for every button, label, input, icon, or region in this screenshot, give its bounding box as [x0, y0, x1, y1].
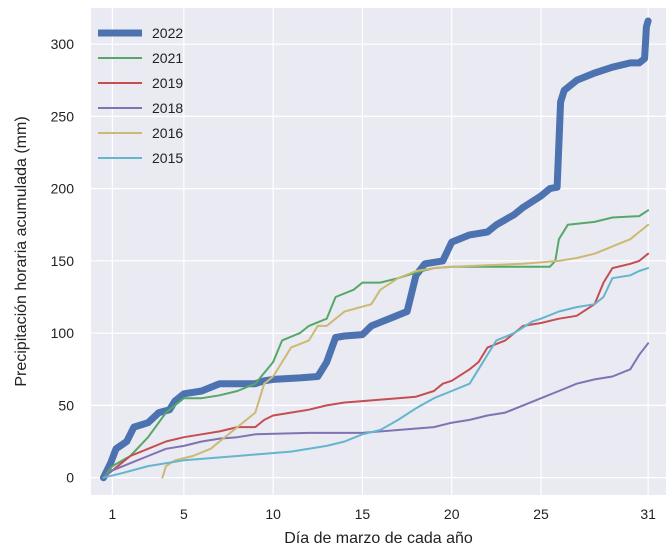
series-line-2019	[102, 252, 650, 479]
series-line-2018	[102, 342, 650, 479]
x-tick-label: 31	[640, 506, 656, 522]
legend-label: 2016	[152, 125, 183, 141]
legend: 2022 2021 2019 2018 2016 2015	[98, 25, 183, 166]
x-tick-label: 15	[355, 506, 371, 522]
legend-item-2021: 2021	[98, 50, 183, 66]
legend-label: 2022	[152, 25, 183, 41]
legend-item-2018: 2018	[98, 100, 183, 116]
legend-label: 2015	[152, 150, 183, 166]
legend-label: 2018	[152, 100, 183, 116]
y-tick-label: 0	[66, 470, 74, 486]
x-tick-label: 10	[265, 506, 281, 522]
x-tick-label: 5	[180, 506, 188, 522]
grid-lines	[91, 8, 666, 495]
legend-item-2022: 2022	[98, 25, 183, 41]
x-tick-label: 1	[109, 506, 117, 522]
legend-item-2016: 2016	[98, 125, 183, 141]
series-line-2015	[102, 267, 650, 479]
x-axis-label: Día de marzo de cada año	[284, 530, 473, 547]
series-line-2022	[100, 17, 652, 482]
x-tick-label: 25	[533, 506, 549, 522]
y-tick-label: 250	[51, 108, 75, 124]
y-tick-label: 100	[51, 325, 75, 341]
legend-item-2019: 2019	[98, 75, 183, 91]
series-lines	[100, 17, 652, 482]
series-line-2016	[161, 223, 650, 479]
y-tick-label: 300	[51, 36, 75, 52]
y-tick-label: 150	[51, 253, 75, 269]
y-axis-label: Precipitación horaria acumulada (mm)	[13, 116, 30, 386]
legend-item-2015: 2015	[98, 150, 183, 166]
series-line-2021	[102, 209, 650, 479]
legend-label: 2021	[152, 50, 183, 66]
y-tick-label: 50	[58, 397, 74, 413]
y-tick-label: 200	[51, 181, 75, 197]
legend-label: 2019	[152, 75, 183, 91]
x-tick-label: 20	[444, 506, 460, 522]
